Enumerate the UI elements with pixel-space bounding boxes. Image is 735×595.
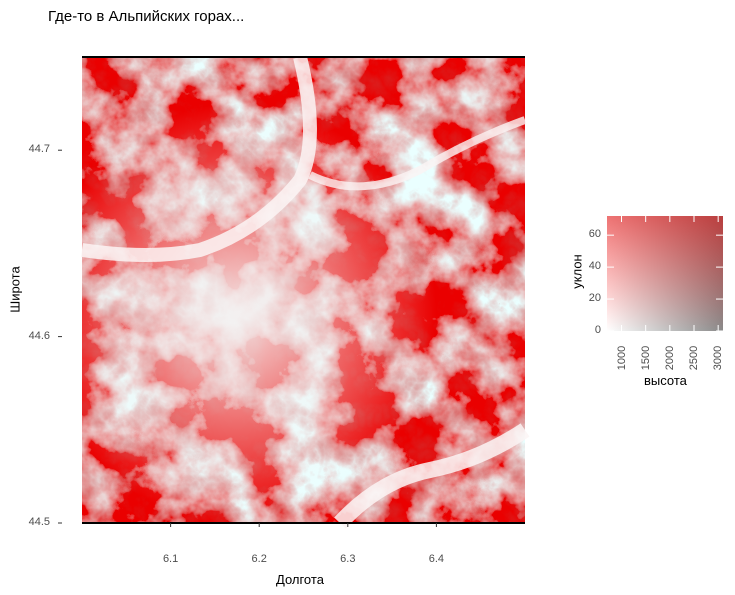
legend-x-tick-label: 1500	[639, 345, 652, 371]
legend-x-tick-label: 2000	[663, 345, 676, 371]
legend-y-tick-label: 0	[594, 324, 601, 336]
valley-river	[80, 55, 317, 262]
page-title: Где-то в Альпийских горах...	[48, 8, 245, 25]
legend-grid-overlay	[607, 216, 723, 331]
x-axis-label: Долгота	[276, 572, 324, 587]
y-axis-ticks	[58, 149, 62, 524]
x-tick-label: 6.1	[162, 553, 179, 565]
valley-river	[308, 116, 527, 191]
legend-y-tick-label: 40	[588, 260, 601, 273]
y-tick-label: 44.5	[28, 516, 50, 528]
legend-x-tick-label: 2500	[688, 345, 700, 371]
legend-y-tick-label: 20	[588, 292, 601, 305]
legend-x-tick-label: 3000	[712, 345, 725, 371]
legend-x-label: высота	[644, 373, 687, 388]
legend	[607, 216, 723, 332]
x-tick-label: 6.3	[340, 553, 356, 565]
y-tick-label: 44.7	[28, 143, 50, 156]
valley-river	[334, 423, 530, 529]
y-axis-label: Широта	[7, 266, 23, 313]
legend-x-tick-label: 1000	[615, 345, 628, 371]
legend-y-tick-label: 60	[588, 228, 601, 241]
x-tick-label: 6.2	[251, 553, 267, 565]
x-tick-label: 6.4	[428, 553, 445, 565]
x-axis-ticks	[170, 523, 437, 527]
map-raster	[80, 55, 530, 529]
y-tick-label: 44.6	[28, 329, 50, 342]
